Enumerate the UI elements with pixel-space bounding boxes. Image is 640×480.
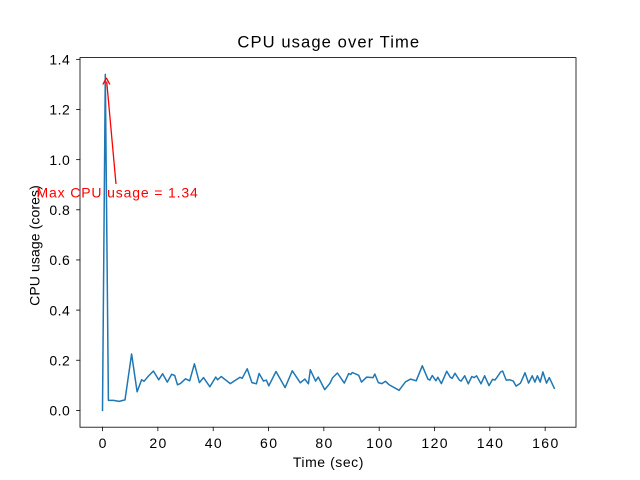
svg-text:0.4: 0.4 <box>49 302 70 318</box>
svg-text:0.2: 0.2 <box>49 352 70 368</box>
svg-text:140: 140 <box>477 435 505 451</box>
svg-text:160: 160 <box>532 435 560 451</box>
svg-text:CPU usage (cores): CPU usage (cores) <box>27 185 43 306</box>
svg-text:0.6: 0.6 <box>49 252 70 268</box>
svg-text:1.4: 1.4 <box>49 52 70 68</box>
svg-text:Max CPU usage = 1.34: Max CPU usage = 1.34 <box>37 185 199 201</box>
svg-text:100: 100 <box>366 435 394 451</box>
svg-text:120: 120 <box>421 435 449 451</box>
svg-text:CPU usage over Time: CPU usage over Time <box>237 33 420 52</box>
svg-text:0: 0 <box>99 435 108 451</box>
svg-text:1.2: 1.2 <box>49 102 70 118</box>
svg-text:0.8: 0.8 <box>49 202 70 218</box>
svg-text:Time (sec): Time (sec) <box>293 454 364 470</box>
svg-text:80: 80 <box>315 435 333 451</box>
svg-text:60: 60 <box>260 435 278 451</box>
svg-text:20: 20 <box>149 435 167 451</box>
svg-text:40: 40 <box>205 435 223 451</box>
svg-text:0.0: 0.0 <box>49 403 70 419</box>
svg-text:1.0: 1.0 <box>49 152 70 168</box>
